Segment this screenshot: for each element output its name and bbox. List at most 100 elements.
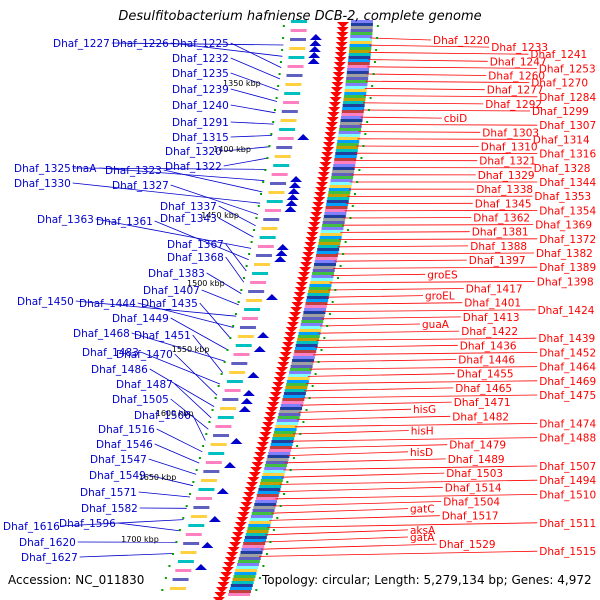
left-strand-gene [307,58,320,64]
right-gene-band [280,404,303,407]
right-gene-label: Dhaf_1464 [539,362,596,374]
right-gene-band [324,212,347,215]
right-gene-band [275,425,298,428]
right-strand-gene [305,237,318,243]
right-callout-line [304,387,454,392]
right-gene-band [322,224,345,227]
right-callout-line [338,238,538,241]
right-strand-gene [252,457,265,463]
scale-ticks: 1350 kbp 1400 kbp 1450 kbp 1500 kbp 1550 kbp… [121,25,379,591]
left-gene-label: Dhaf_1337 [160,201,217,213]
left-gene-band [271,173,288,176]
right-gene-band [330,182,353,185]
scale-tick [354,193,357,195]
left-gene-band [257,245,274,248]
right-gene-label: Dhaf_1489 [448,454,505,466]
right-gene-band [291,362,314,365]
right-callout-line [318,330,460,334]
right-gene-band [327,194,350,197]
left-gene-label: Dhaf_1363 [37,214,94,226]
right-gene-band [350,35,373,38]
scale-tick [358,169,361,171]
right-gene-band [256,494,279,497]
right-gene-band [320,233,343,236]
right-strand-gene [230,537,243,543]
left-gene-label: Dhaf_1627 [21,552,78,564]
right-strand-gene [274,372,287,378]
left-gene-band [229,371,246,374]
right-gene-band [300,323,323,326]
right-gene-label: Dhaf_1511 [539,518,596,530]
scale-tick [342,253,345,255]
left-strand-gene [238,406,251,412]
right-strand-gene [243,492,256,498]
left-gene-band [213,434,230,437]
right-gene-label: Dhaf_1260 [488,71,545,83]
right-gene-band [268,452,291,455]
right-callout-line [293,430,409,435]
right-gene-band [290,365,313,368]
scale-tick [262,181,265,183]
right-gene-band [351,20,373,23]
right-strand-gene [314,192,327,198]
right-callout-line [369,44,490,48]
right-gene-band [265,464,288,467]
left-gene-labels: Dhaf_1227 Dhaf_1226 Dhaf_1225 Dhaf_1232 Dhaf… [3,38,229,564]
scale-tick [232,325,235,327]
right-gene-label: Dhaf_1307 [539,120,596,132]
left-callout-line [230,42,282,68]
right-strand-gene [304,242,317,248]
right-gene-band [349,41,372,44]
right-strand-gene [218,577,231,583]
left-gene-band [210,443,227,446]
left-gene-label: Dhaf_1435 [141,298,198,310]
right-gene-band [310,278,333,281]
right-gene-band [229,587,252,590]
scale-tick [314,373,317,375]
left-strand-gene [265,294,278,300]
left-strand-gene [309,40,322,46]
left-strand-gene [275,250,288,256]
right-strand-gene [299,267,312,273]
left-gene-label: Dhaf_1343 [160,213,217,225]
right-strand-gene [328,107,341,113]
right-callout-line [324,302,463,305]
map-title: Desulfitobacterium hafniense DCB-2, comp… [118,9,482,24]
right-gene-band [335,149,358,152]
right-callout-line [328,288,464,291]
scale-tick [296,445,299,447]
right-gene-band [260,482,283,485]
right-callout-line [360,116,442,119]
scale-tick [376,25,379,27]
right-callout-line [364,88,485,91]
left-callout-line [230,121,274,125]
right-strand-gene [336,22,349,28]
scale-tick [311,385,314,387]
left-gene-band [263,218,280,221]
right-strand-gene [284,332,297,338]
right-gene-band [273,431,296,434]
scale-tick [276,517,279,519]
left-gene-band [255,254,272,257]
right-strand-gene [324,132,337,138]
right-strand-gene [268,397,281,403]
right-gene-band [309,284,332,287]
right-gene-band [329,185,352,188]
right-callout-line [331,273,426,276]
left-callout-line [230,72,279,91]
right-strand-gene [214,592,227,598]
right-gene-band [299,326,322,329]
scale-tick [237,301,240,303]
left-gene-band [239,326,256,329]
left-gene-label: Dhaf_1468 [73,328,130,340]
right-strand-gene [234,522,247,528]
left-gene-label: Dhaf_1549 [89,470,146,482]
left-gene-band [270,182,287,185]
right-callout-line [277,486,443,492]
right-gene-label: Dhaf_1436 [460,340,517,352]
left-gene-band [190,515,207,518]
right-strand-gene [246,482,259,488]
right-gene-label: Dhaf_1398 [537,276,594,288]
right-gene-band [255,497,278,500]
scale-tick [339,265,342,267]
